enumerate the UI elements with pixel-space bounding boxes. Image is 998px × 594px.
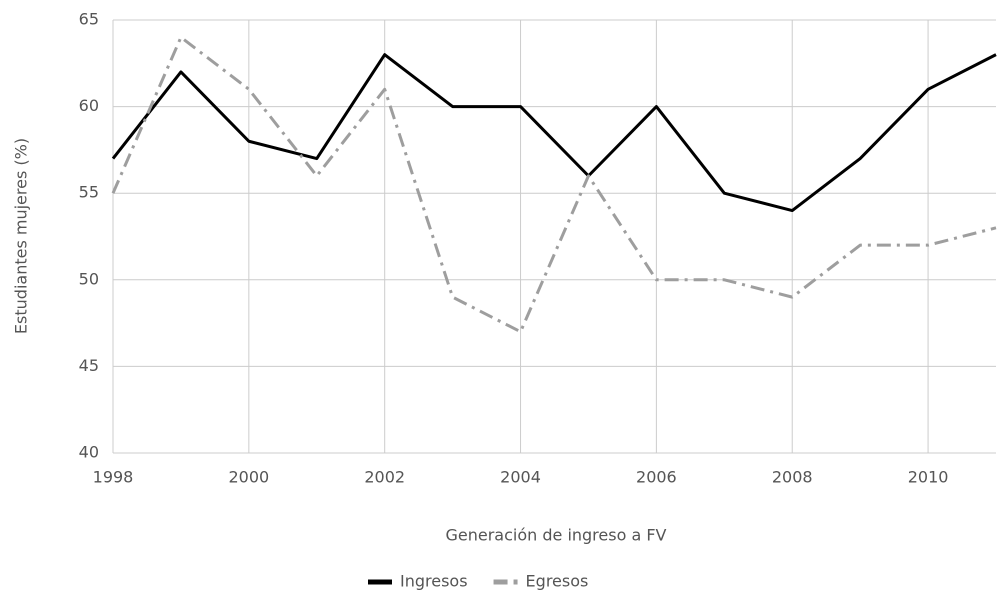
y-tick-label: 50 xyxy=(79,269,99,288)
y-axis-label: Estudiantes mujeres (%) xyxy=(12,138,31,334)
data-line xyxy=(111,53,997,213)
y-tick-label: 45 xyxy=(79,356,99,375)
legend-label: Ingresos xyxy=(400,572,468,591)
x-tick-label: 2004 xyxy=(500,468,541,487)
y-tick-label: 65 xyxy=(79,10,99,29)
legend-label: Egresos xyxy=(526,572,589,591)
x-tick-label: 1998 xyxy=(93,468,134,487)
x-tick-label: 2006 xyxy=(636,468,677,487)
x-axis-label: Generación de ingreso a FV xyxy=(445,526,666,545)
y-tick-label: 55 xyxy=(79,183,99,202)
x-tick-label: 2008 xyxy=(772,468,813,487)
x-tick-label: 2002 xyxy=(364,468,405,487)
y-tick-label: 40 xyxy=(79,443,99,462)
x-tick-label: 2010 xyxy=(908,468,949,487)
data-line xyxy=(111,35,997,334)
x-tick-label: 2000 xyxy=(228,468,269,487)
y-tick-label: 60 xyxy=(79,96,99,115)
